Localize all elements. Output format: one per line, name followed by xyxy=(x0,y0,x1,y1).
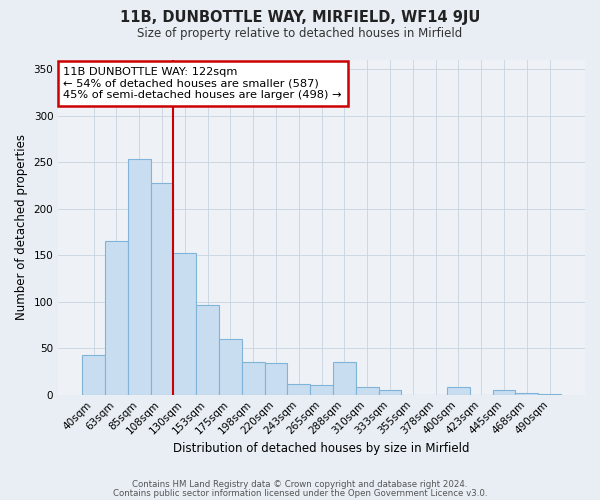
Text: 11B DUNBOTTLE WAY: 122sqm
← 54% of detached houses are smaller (587)
45% of semi: 11B DUNBOTTLE WAY: 122sqm ← 54% of detac… xyxy=(64,66,342,100)
X-axis label: Distribution of detached houses by size in Mirfield: Distribution of detached houses by size … xyxy=(173,442,470,455)
Bar xyxy=(151,182,173,394)
Bar xyxy=(515,393,538,394)
Bar xyxy=(379,390,401,394)
Bar xyxy=(196,306,219,394)
Bar xyxy=(82,354,105,395)
Bar xyxy=(310,386,333,394)
Bar xyxy=(287,384,310,394)
Bar xyxy=(242,362,265,394)
Text: Size of property relative to detached houses in Mirfield: Size of property relative to detached ho… xyxy=(137,28,463,40)
Bar xyxy=(333,362,356,394)
Bar xyxy=(105,242,128,394)
Text: 11B, DUNBOTTLE WAY, MIRFIELD, WF14 9JU: 11B, DUNBOTTLE WAY, MIRFIELD, WF14 9JU xyxy=(120,10,480,25)
Bar xyxy=(356,388,379,394)
Bar xyxy=(219,339,242,394)
Text: Contains HM Land Registry data © Crown copyright and database right 2024.: Contains HM Land Registry data © Crown c… xyxy=(132,480,468,489)
Bar xyxy=(173,254,196,394)
Y-axis label: Number of detached properties: Number of detached properties xyxy=(15,134,28,320)
Text: Contains public sector information licensed under the Open Government Licence v3: Contains public sector information licen… xyxy=(113,488,487,498)
Bar xyxy=(493,390,515,394)
Bar xyxy=(265,363,287,394)
Bar xyxy=(128,158,151,394)
Bar xyxy=(447,388,470,394)
